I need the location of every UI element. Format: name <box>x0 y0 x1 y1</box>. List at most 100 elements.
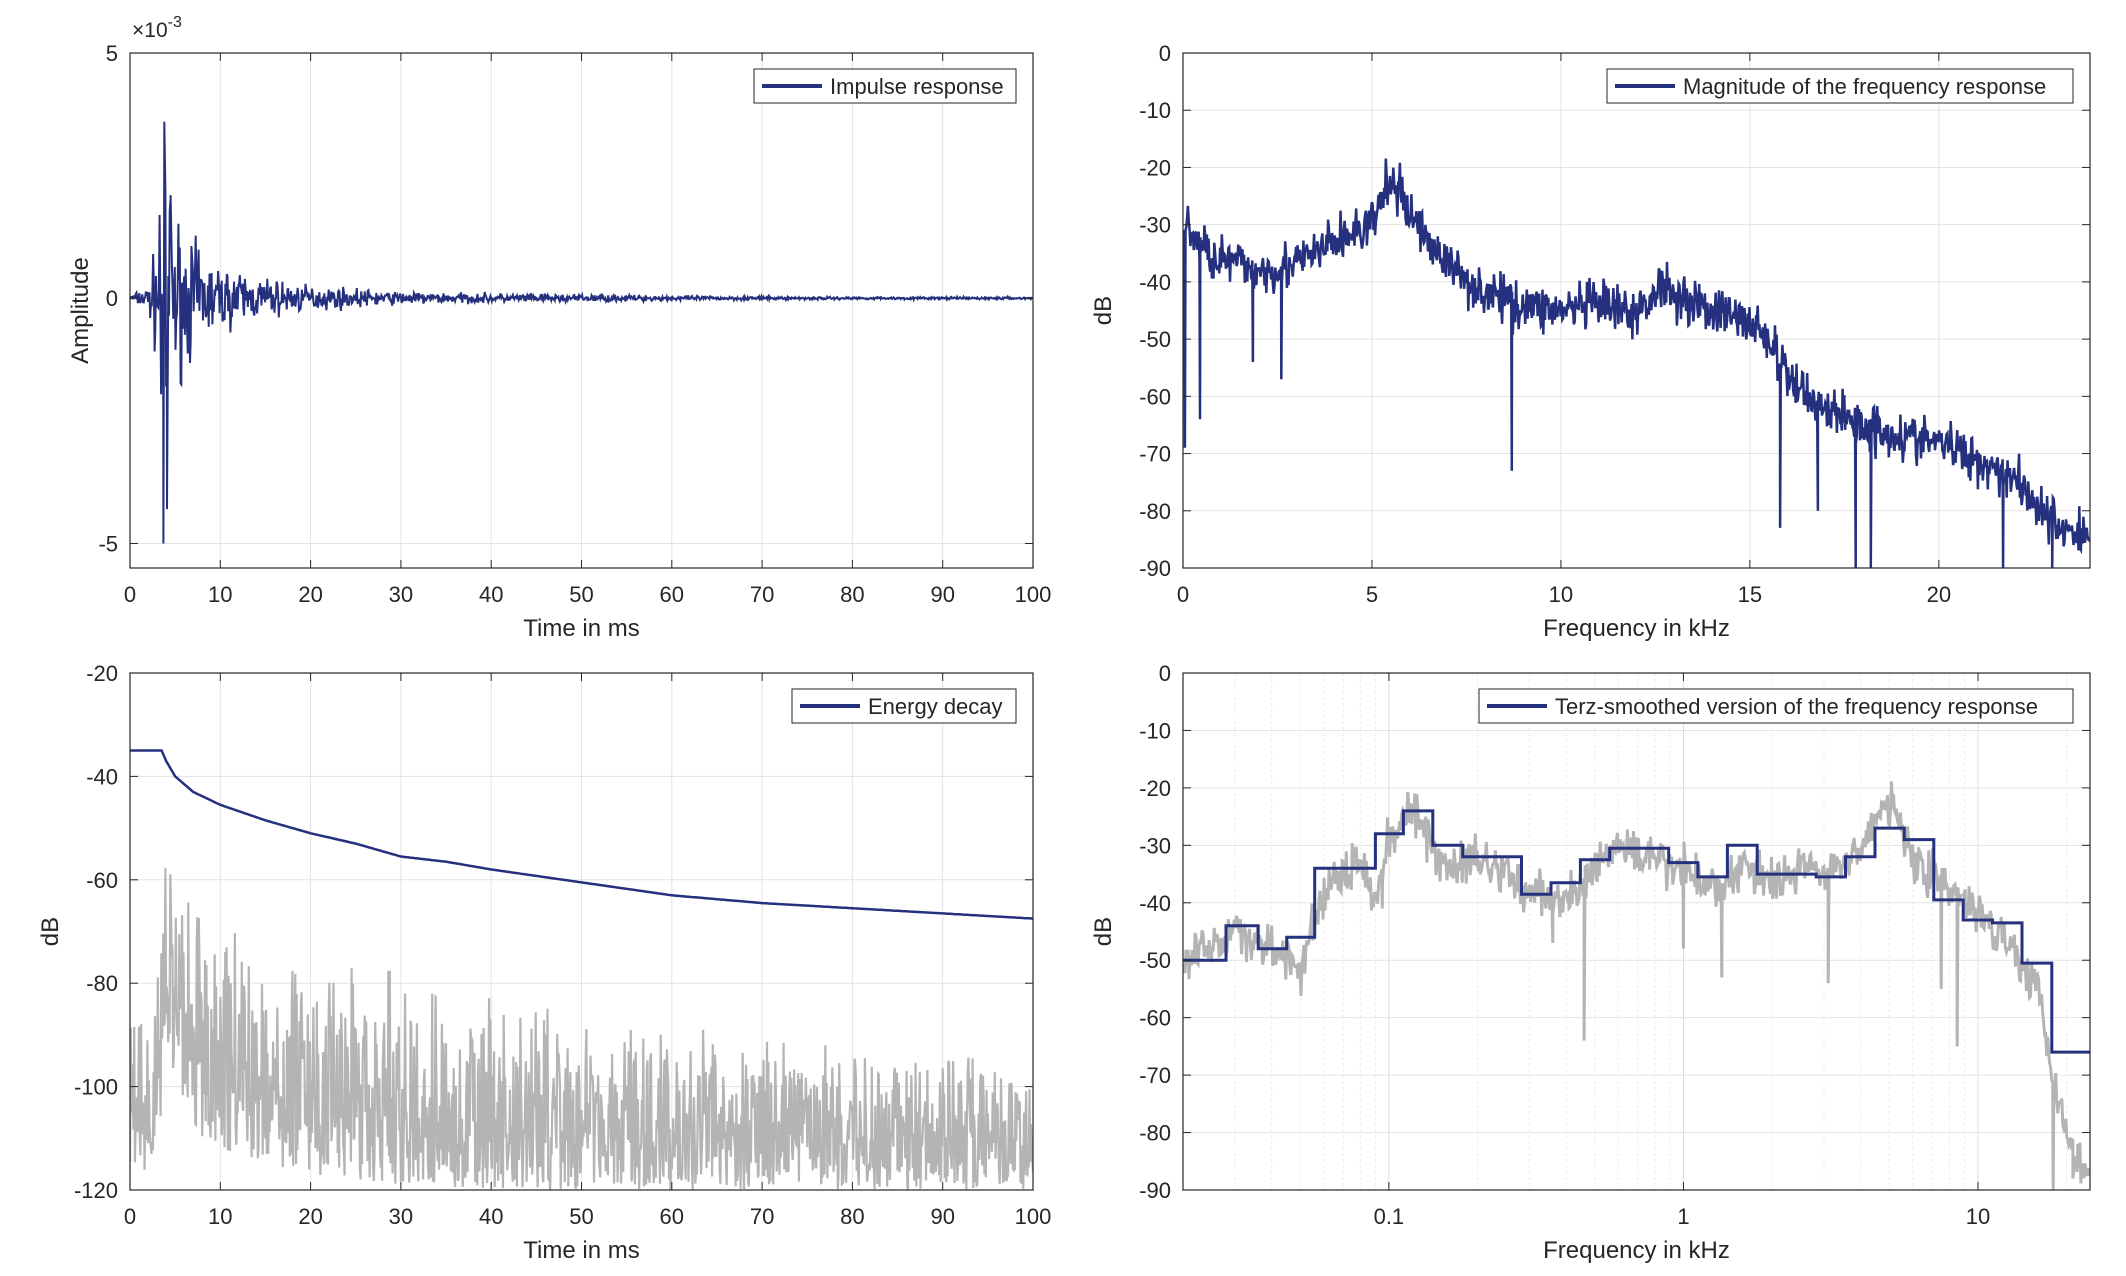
x-tick-label: 5 <box>1366 582 1378 607</box>
magnitude-response-plot: 0 5 10 15 20 -90 -80 -70 -60 -50 -40 -30 -20 -10 0 Freq… <box>1090 41 2091 642</box>
x-tick-label: 40 <box>479 1204 503 1229</box>
legend-entry: Magnitude of the frequency response <box>1683 74 2046 99</box>
terz-smoothed-line <box>1183 809 2090 1054</box>
x-axis-ticks: 0 10 20 30 40 50 60 70 80 90 100 <box>124 53 1051 607</box>
x-tick-label: 0 <box>124 582 136 607</box>
x-tick-label: 100 <box>1015 582 1052 607</box>
y-tick-label: 0 <box>1159 41 1171 66</box>
x-tick-label: 60 <box>660 1204 684 1229</box>
x-tick-label: 10 <box>208 1204 232 1229</box>
axes-box <box>1182 52 2091 569</box>
axes-box <box>1182 672 2091 1191</box>
plot-series <box>1183 158 2090 568</box>
x-tick-label: 15 <box>1738 582 1762 607</box>
y-tick-label: -10 <box>1139 98 1171 123</box>
y-tick-label: -20 <box>86 661 118 686</box>
y-tick-label: -30 <box>1139 833 1171 858</box>
x-tick-label: 40 <box>479 582 503 607</box>
x-tick-label: 60 <box>660 582 684 607</box>
x-tick-label: 100 <box>1015 1204 1052 1229</box>
x-tick-label: 20 <box>298 1204 322 1229</box>
y-axis-ticks: -5 0 5 <box>98 41 1033 556</box>
legend: Energy decay <box>791 688 1017 724</box>
y-tick-label: -90 <box>1139 556 1171 581</box>
x-tick-label: 20 <box>1927 582 1951 607</box>
y-tick-label: -60 <box>1139 1006 1171 1031</box>
y-tick-label: -40 <box>1139 891 1171 916</box>
y-axis-ticks: -120 -100 -80 -60 -40 -20 <box>74 661 1033 1203</box>
y-tick-label: -10 <box>1139 718 1171 743</box>
y-axis-label: dB <box>1090 296 1117 325</box>
x-tick-label: 80 <box>840 1204 864 1229</box>
x-tick-label: 10 <box>208 582 232 607</box>
y-tick-label: -50 <box>1139 948 1171 973</box>
y-tick-label: -60 <box>86 868 118 893</box>
x-axis-label: Time in ms <box>523 1237 639 1264</box>
x-tick-label: 20 <box>298 582 322 607</box>
impulse-response-plot: 0 10 20 30 40 50 60 70 80 90 100 -5 0 5 ×10-3 Time in m… <box>67 14 1051 642</box>
energy-decay-line <box>130 749 1033 920</box>
y-tick-label: -40 <box>1139 270 1171 295</box>
plot-series <box>130 749 1033 1190</box>
y-tick-label: -80 <box>86 971 118 996</box>
legend: Magnitude of the frequency response <box>1606 68 2074 104</box>
y-tick-label: 0 <box>106 286 118 311</box>
x-tick-label: 0.1 <box>1374 1204 1405 1229</box>
exponent-base: ×10 <box>132 19 168 42</box>
y-tick-label: -20 <box>1139 776 1171 801</box>
y-tick-label: -40 <box>86 764 118 789</box>
terz-smoothed-response-plot: 0.1 1 10 -90 -80 -70 -60 -50 -40 -30 -20 -10 0 Freque… <box>1090 661 2091 1264</box>
x-tick-label: 1 <box>1677 1204 1689 1229</box>
x-axis-ticks: 0.1 1 10 <box>1374 673 1990 1229</box>
legend-entry: Terz-smoothed version of the frequency r… <box>1555 694 2038 719</box>
y-tick-label: -90 <box>1139 1178 1171 1203</box>
x-tick-label: 30 <box>389 1204 413 1229</box>
x-tick-label: 10 <box>1549 582 1573 607</box>
legend-box <box>1478 688 2074 724</box>
x-axis-label: Time in ms <box>523 615 639 642</box>
y-axis-ticks: -90 -80 -70 -60 -50 -40 -30 -20 -10 0 <box>1139 41 2090 581</box>
x-axis-ticks: 0 5 10 15 20 <box>1177 53 1951 607</box>
x-tick-label: 70 <box>750 1204 774 1229</box>
x-axis-label: Frequency in kHz <box>1543 1237 1730 1264</box>
legend: Terz-smoothed version of the frequency r… <box>1478 688 2074 724</box>
y-tick-label: -80 <box>1139 1121 1171 1146</box>
y-tick-label: -50 <box>1139 327 1171 352</box>
x-tick-label: 70 <box>750 582 774 607</box>
y-axis-ticks: -90 -80 -70 -60 -50 -40 -30 -20 -10 0 <box>1139 661 2090 1203</box>
x-tick-label: 30 <box>389 582 413 607</box>
y-tick-label: -80 <box>1139 499 1171 524</box>
y-tick-label: -5 <box>98 531 118 556</box>
impulse-response-line <box>130 121 1033 544</box>
legend-entry: Energy decay <box>868 694 1003 719</box>
magnitude-response-line <box>1183 158 2090 568</box>
exponent-power: -3 <box>168 14 182 31</box>
x-tick-label: 0 <box>1177 582 1189 607</box>
y-tick-label: -70 <box>1139 1063 1171 1088</box>
y-tick-label: -20 <box>1139 155 1171 180</box>
y-tick-label: -100 <box>74 1075 118 1100</box>
x-tick-label: 80 <box>840 582 864 607</box>
y-axis-label: dB <box>37 917 64 946</box>
y-axis-label: dB <box>1090 917 1117 946</box>
y-tick-label: -30 <box>1139 213 1171 238</box>
y-axis-exponent: ×10-3 <box>132 14 182 42</box>
raw-spectrum-line <box>1183 781 2090 1190</box>
plot-series <box>1183 781 2090 1190</box>
y-tick-label: 0 <box>1159 661 1171 686</box>
plot-series <box>130 121 1033 544</box>
x-tick-label: 50 <box>569 1204 593 1229</box>
x-tick-label: 50 <box>569 582 593 607</box>
energy-decay-plot: 0 10 20 30 40 50 60 70 80 90 100-120-100-80-60-40-… <box>37 661 1051 1264</box>
x-axis-label: Frequency in kHz <box>1543 615 1730 642</box>
grid <box>1183 672 2090 1191</box>
x-tick-label: 10 <box>1966 1204 1990 1229</box>
plot-area <box>1183 673 2090 1190</box>
x-axis-ticks: 0 10 20 30 40 50 60 70 80 90 100 <box>124 673 1051 1229</box>
x-tick-label: 90 <box>930 1204 954 1229</box>
y-axis-label: Amplitude <box>67 257 94 364</box>
y-tick-label: -120 <box>74 1178 118 1203</box>
x-tick-label: 0 <box>124 1204 136 1229</box>
legend: Impulse response <box>753 68 1017 104</box>
